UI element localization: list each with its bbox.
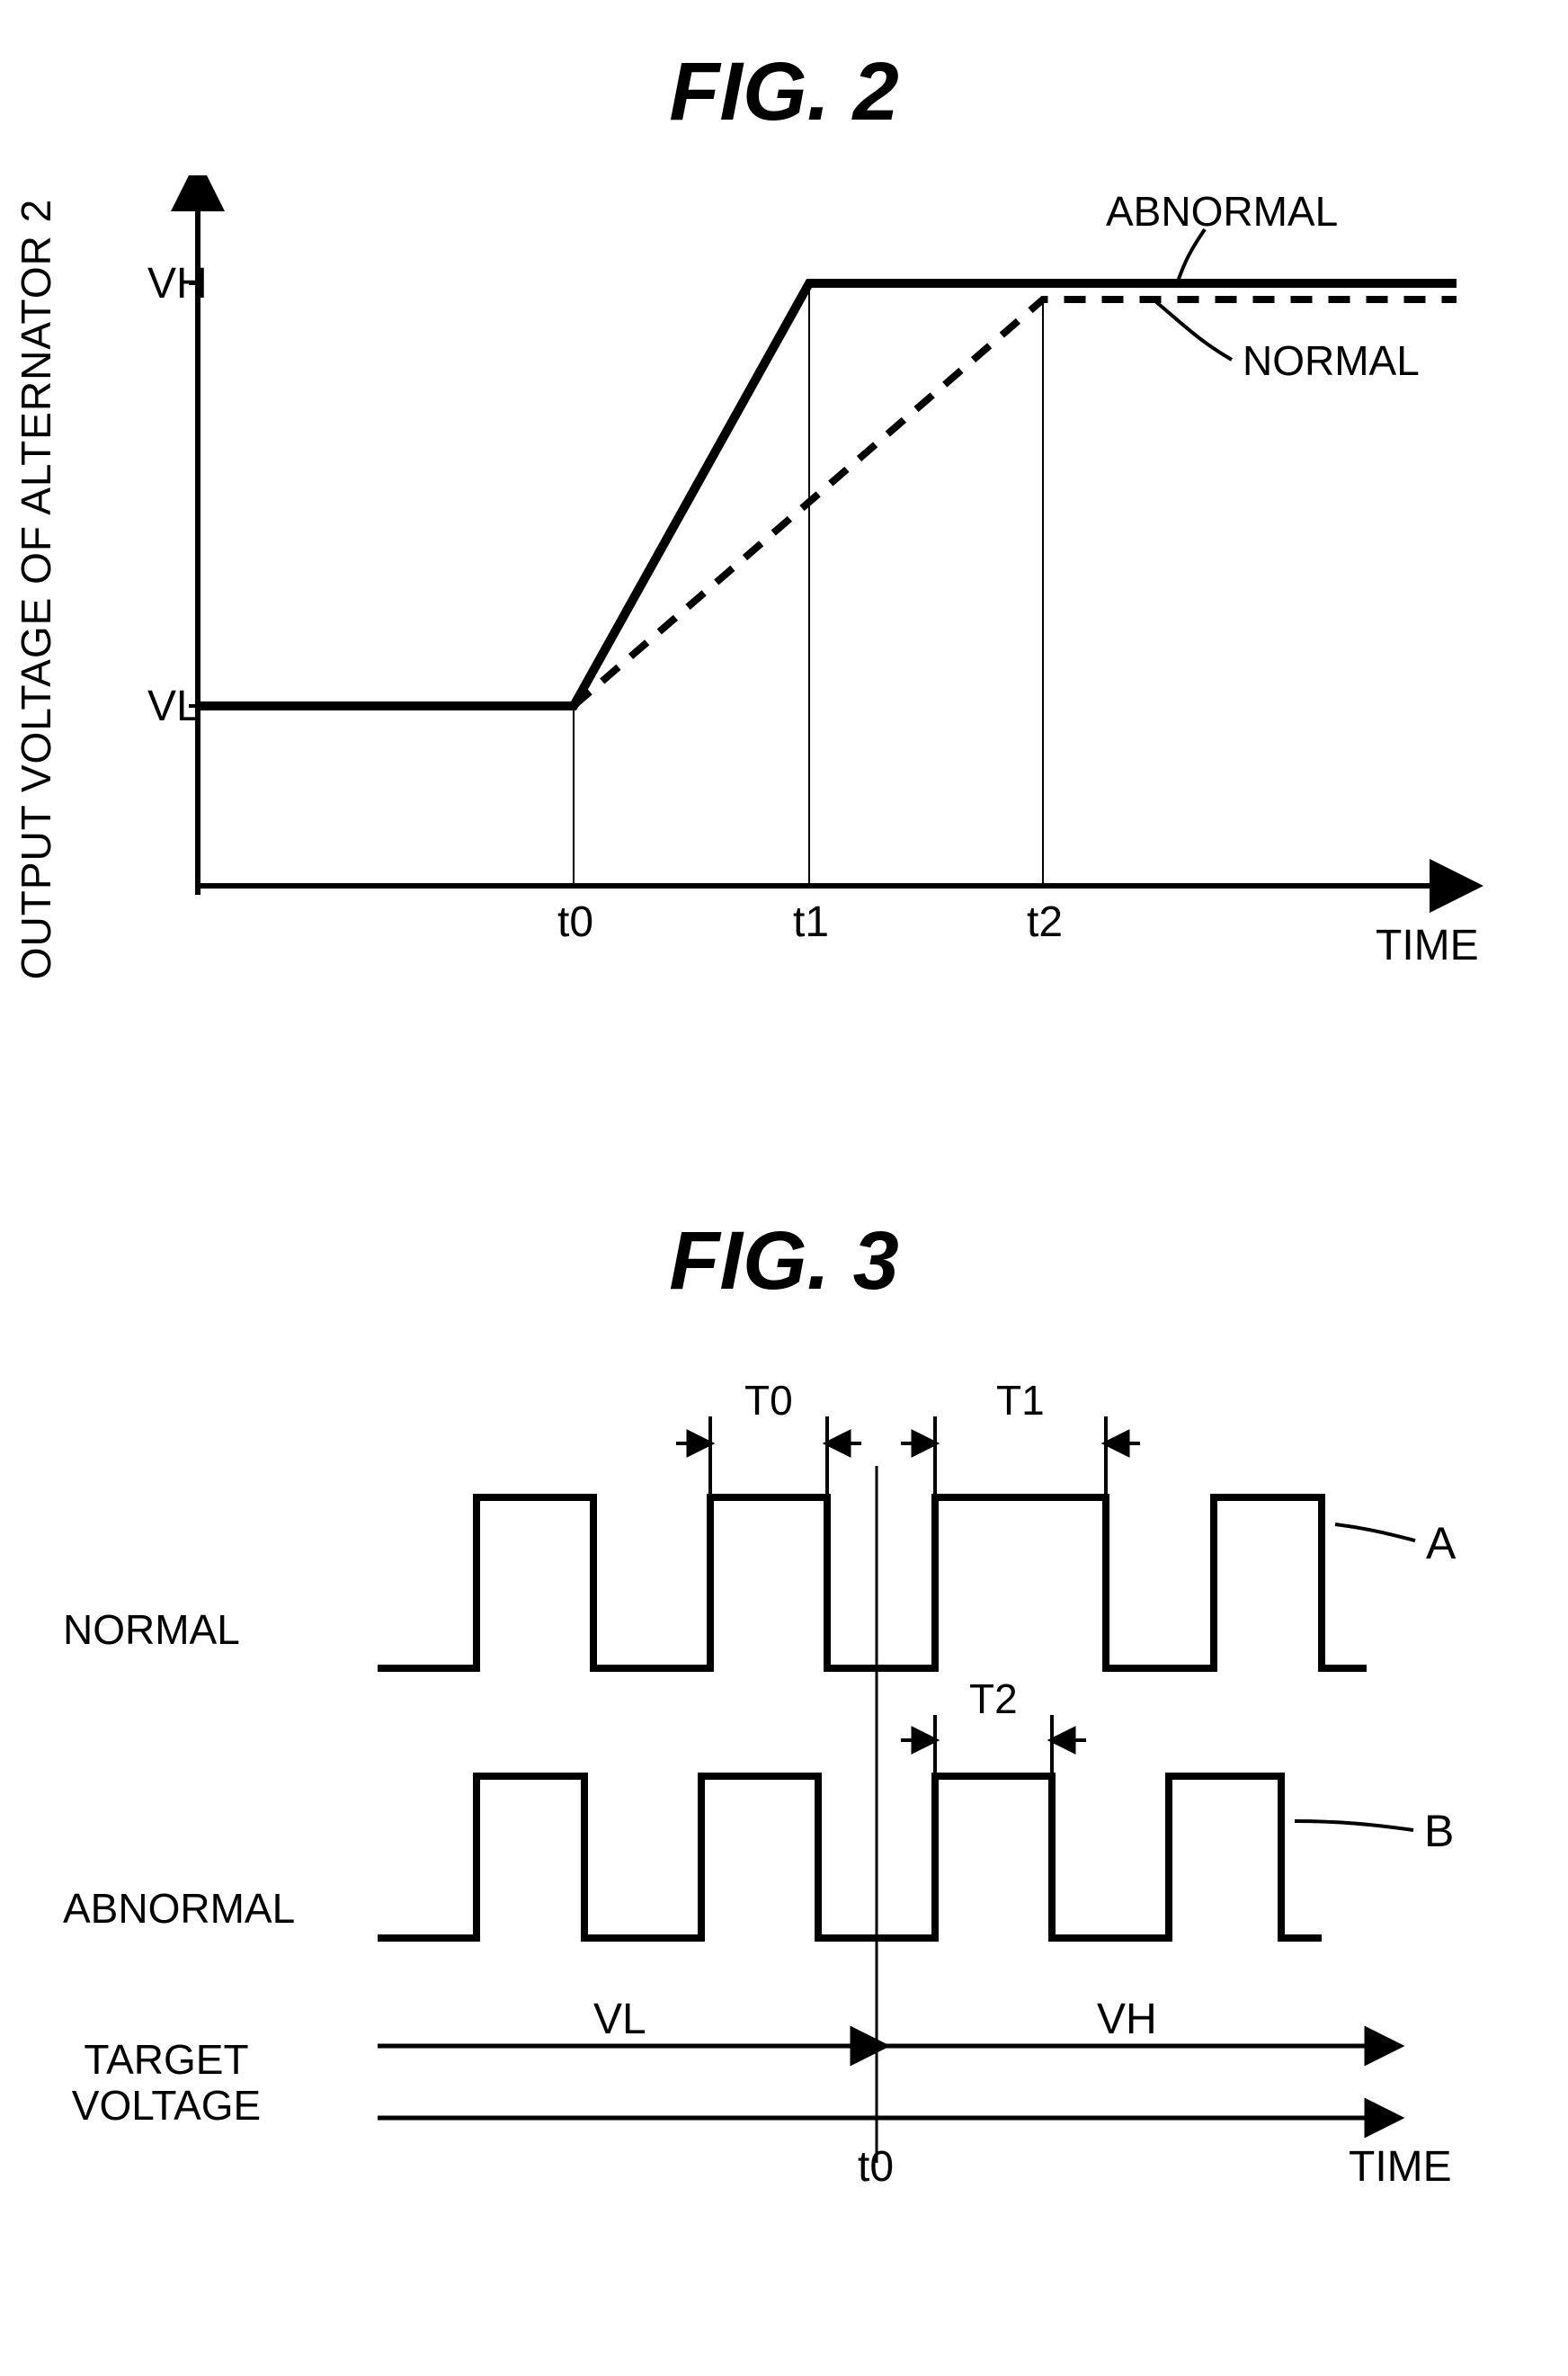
fig3-tag-B: B — [1424, 1806, 1454, 1856]
fig2-label-abnormal: ABNORMAL — [1106, 188, 1338, 235]
fig2-label-normal: NORMAL — [1243, 337, 1420, 384]
fig2-leader-abnormal — [1178, 229, 1205, 281]
fig3-T2-label: T2 — [969, 1675, 1018, 1722]
fig3-row-target-label: TARGETVOLTAGE — [63, 2037, 270, 2128]
fig2-ylabel: OUTPUT VOLTAGE OF ALTERNATOR 2 — [12, 199, 60, 979]
fig2-plot: ABNORMAL NORMAL VH VL t0 t1 t2 TIME — [144, 175, 1492, 985]
fig3-title: FIG. 3 — [0, 1187, 1568, 1309]
fig2-ytick-vl: VL — [147, 683, 200, 730]
fig3-span-T2 — [901, 1715, 1086, 1776]
fig3-plot: T0 T1 T2 — [315, 1380, 1483, 2280]
fig2-xlabel: TIME — [1376, 922, 1479, 969]
fig2-leader-normal — [1155, 301, 1232, 360]
fig3-row-normal-label: NORMAL — [63, 1605, 240, 1654]
fig3-target-VH: VH — [1097, 1996, 1157, 2043]
fig3-t0-label: t0 — [858, 2143, 894, 2191]
fig3-span-T0 — [676, 1416, 861, 1497]
fig3-waveform-B — [378, 1776, 1322, 1938]
fig3-leader-A — [1335, 1524, 1415, 1541]
fig2-xtick-t2: t2 — [1027, 898, 1063, 946]
fig3-row-abnormal-label: ABNORMAL — [63, 1884, 295, 1933]
fig2-xtick-t1: t1 — [793, 898, 829, 946]
fig3-T0-label: T0 — [744, 1380, 793, 1424]
fig3-target-VL: VL — [593, 1996, 646, 2043]
fig3-T1-label: T1 — [996, 1380, 1045, 1424]
fig3-time-label: TIME — [1349, 2143, 1452, 2191]
fig2-title: FIG. 2 — [0, 0, 1568, 139]
fig2-ytick-vh: VH — [147, 260, 208, 308]
fig3-leader-B — [1295, 1821, 1413, 1830]
fig3-tag-A: A — [1426, 1518, 1457, 1568]
fig3-span-T1 — [901, 1416, 1140, 1497]
fig2-xtick-t0: t0 — [557, 898, 593, 946]
fig3-waveform-A — [378, 1497, 1367, 1668]
